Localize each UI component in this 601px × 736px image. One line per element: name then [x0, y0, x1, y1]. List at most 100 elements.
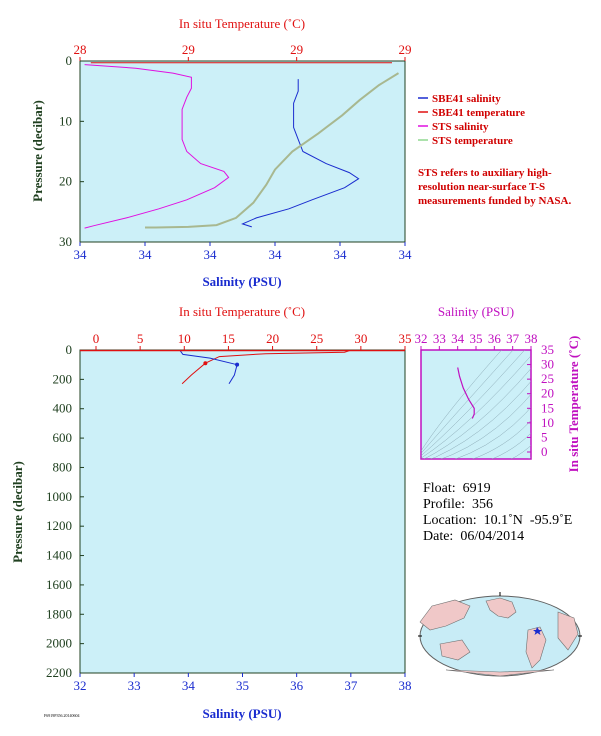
bottom-chart-top-tick-label: 20 — [266, 331, 279, 346]
map-land-south-america — [525, 626, 547, 669]
bottom-chart-series — [80, 349, 405, 385]
bottom-chart-bottom-ticks: 32 33 34 35 36 37 38 — [74, 673, 412, 693]
float-id: Float: 6919 — [423, 481, 491, 496]
bottom-chart-top-tick-label: 10 — [178, 331, 191, 346]
ts-chart-right-tick-label: 30 — [541, 357, 554, 372]
bottom-chart-left-tick-label: 400 — [53, 401, 73, 416]
legend-label: SBE41 temperature — [432, 107, 525, 119]
legend-label: SBE41 salinity — [432, 93, 501, 105]
series-marker — [203, 361, 208, 366]
ts-contour-line — [421, 356, 531, 459]
ts-chart-top-ticks: 32 33 34 35 36 37 38 — [415, 331, 538, 350]
date: Date: 06/04/2014 — [423, 529, 525, 544]
series-line-temperature — [181, 350, 350, 385]
bottom-chart-left-tick-label: 1000 — [46, 489, 72, 504]
ts-chart-right-tick-label: 15 — [541, 400, 554, 415]
top-chart-top-tick-label: 29 — [399, 42, 412, 57]
bottom-chart-bottom-tick-label: 38 — [399, 678, 412, 693]
bottom-chart-left-axis-title: Pressure (decibar) — [10, 461, 25, 563]
series-line-sts-temperature — [145, 72, 400, 229]
top-chart-left-tick-label: 30 — [59, 234, 72, 249]
ts-chart-right-tick-label: 35 — [541, 342, 554, 357]
map-land-africa — [557, 611, 579, 651]
bottom-chart-left-tick-label: 800 — [53, 459, 73, 474]
top-chart-bottom-tick-label: 34 — [269, 247, 283, 262]
bottom-profile-chart: In situ Temperature (˚C) Salinity (PSU) … — [10, 304, 412, 721]
world-map — [418, 592, 582, 677]
top-chart-left-tick-label: 20 — [59, 174, 72, 189]
ts-contour-line — [421, 350, 514, 454]
top-chart-left-tick-label: 10 — [59, 113, 72, 128]
map-land-antarctica — [445, 669, 555, 677]
top-plot-area — [79, 60, 406, 243]
map-land-asia — [419, 599, 471, 631]
ts-chart-top-tick-label: 32 — [415, 331, 428, 346]
series-line-salinity — [179, 350, 238, 385]
bottom-chart-top-axis-title: In situ Temperature (˚C) — [179, 304, 305, 319]
ts-chart-right-tick-label: 10 — [541, 415, 554, 430]
bottom-chart-left-tick-label: 2000 — [46, 636, 72, 651]
bottom-chart-left-tick-label: 1400 — [46, 548, 72, 563]
bottom-chart-left-tick-label: 2200 — [46, 665, 72, 680]
top-chart-bottom-ticks: 34 34 34 34 34 34 — [74, 242, 413, 262]
ts-contour-line — [491, 432, 531, 459]
top-chart-left-tick-label: 0 — [66, 53, 73, 68]
bottom-chart-top-tick-label: 30 — [354, 331, 367, 346]
top-chart-left-axis-title: Pressure (decibar) — [30, 100, 45, 202]
ts-chart-right-tick-label: 5 — [541, 429, 548, 444]
ts-contour-line — [430, 381, 531, 459]
top-chart-top-tick-label: 29 — [290, 42, 303, 57]
location: Location: 10.1˚N -95.9˚E — [423, 513, 573, 528]
float-location-marker — [533, 627, 542, 635]
series-marker — [235, 362, 240, 367]
ts-density-contours — [421, 350, 531, 459]
ts-contour-line — [421, 350, 525, 456]
bottom-chart-left-tick-label: 1600 — [46, 577, 72, 592]
bottom-chart-top-tick-label: 35 — [399, 331, 412, 346]
ts-contour-line — [471, 419, 531, 459]
bottom-chart-left-ticks: 0 200 400 600 800 1000 1200 1400 1600 1800 2000 220… — [46, 342, 84, 680]
ts-chart-top-tick-label: 38 — [525, 331, 538, 346]
top-chart-bottom-axis-title: Salinity (PSU) — [202, 274, 281, 289]
top-chart-series — [84, 62, 400, 229]
ts-diagram: Salinity (PSU) In situ Temperature (˚C) … — [415, 304, 582, 472]
ts-contour-line — [421, 350, 502, 452]
top-profile-chart: In situ Temperature (˚C) Salinity (PSU) … — [30, 16, 412, 289]
bottom-chart-bottom-tick-label: 32 — [74, 678, 87, 693]
bottom-chart-bottom-tick-label: 36 — [290, 678, 304, 693]
top-chart-top-ticks: 28 29 29 29 — [74, 42, 412, 61]
ts-chart-right-tick-label: 20 — [541, 386, 554, 401]
bottom-chart-left-tick-label: 1200 — [46, 518, 72, 533]
ts-contour-line — [423, 368, 531, 459]
bottom-plot-area — [79, 349, 406, 674]
bottom-chart-left-tick-label: 200 — [53, 371, 73, 386]
legend-label: STS temperature — [432, 135, 513, 147]
ts-chart-top-tick-label: 34 — [451, 331, 465, 346]
ts-chart-right-tick-label: 0 — [541, 444, 548, 459]
ts-chart-top-tick-label: 36 — [488, 331, 502, 346]
map-land-australia — [439, 639, 471, 661]
sts-note: STS refers to auxiliary high-resolution … — [418, 167, 572, 207]
ts-chart-top-axis-title: Salinity (PSU) — [438, 304, 514, 319]
top-chart-top-tick-label: 28 — [74, 42, 87, 57]
bottom-chart-bottom-tick-label: 33 — [128, 678, 141, 693]
ts-contour-line — [454, 406, 531, 459]
ts-profile-line — [457, 367, 475, 419]
top-chart-top-tick-label: 29 — [182, 42, 195, 57]
ts-chart-top-tick-label: 37 — [506, 331, 520, 346]
top-chart-top-axis-title: In situ Temperature (˚C) — [179, 16, 305, 31]
bottom-chart-left-tick-label: 600 — [53, 430, 73, 445]
legend: SBE41 salinity SBE41 temperature STS salin… — [418, 93, 525, 147]
ts-chart-right-tick-label: 25 — [541, 371, 554, 386]
top-chart-bottom-tick-label: 34 — [399, 247, 413, 262]
top-chart-bottom-tick-label: 34 — [334, 247, 348, 262]
bottom-chart-top-tick-label: 15 — [222, 331, 235, 346]
float-info-panel: Float: 6919 Profile: 356 Location: 10.1˚… — [423, 481, 572, 545]
ts-chart-top-tick-label: 33 — [433, 331, 446, 346]
top-chart-bottom-tick-label: 34 — [74, 247, 88, 262]
bottom-chart-bottom-tick-label: 37 — [344, 678, 358, 693]
top-chart-bottom-tick-label: 34 — [204, 247, 218, 262]
bottom-chart-bottom-tick-label: 35 — [236, 678, 249, 693]
bottom-chart-bottom-axis-title: Salinity (PSU) — [202, 706, 281, 721]
